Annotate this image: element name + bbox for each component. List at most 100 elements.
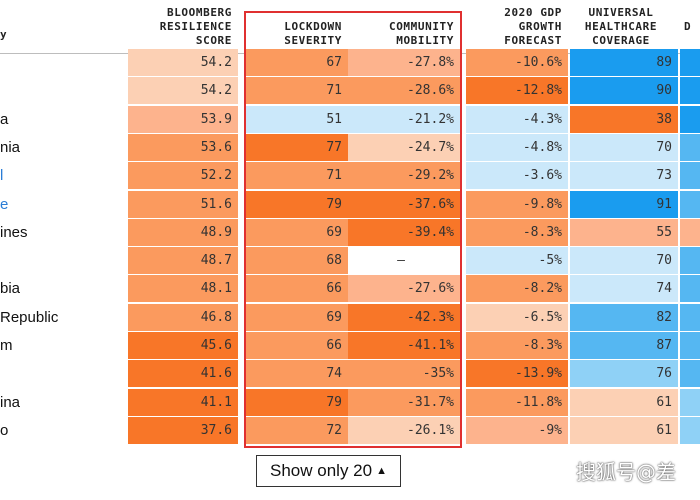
country-name: nia	[0, 138, 21, 156]
community-mobility-cell: —	[348, 247, 460, 275]
healthcare-coverage-cell: 76	[570, 360, 678, 388]
partial-column-header[interactable]: D	[684, 20, 700, 72]
healthcare-coverage-cell: 70	[570, 247, 678, 275]
partial-column-cell	[680, 388, 700, 416]
gdp-forecast-header[interactable]: 2020 GDP GROWTH FORECAST	[466, 6, 562, 58]
row-separator	[0, 160, 700, 162]
resilience-score-cell: 48.7	[128, 247, 238, 275]
community-mobility-header[interactable]: COMMUNITY MOBILITY	[348, 20, 454, 72]
lockdown-severity-cell: 71	[246, 77, 348, 105]
header-line: COMMUNITY	[388, 20, 454, 33]
header-line: D	[684, 20, 692, 33]
table-row: a 53.9 51 -21.2% -4.3% 38	[0, 105, 700, 134]
show-only-20-label: Show only 20	[270, 461, 373, 480]
gdp-forecast-cell: -13.9%	[466, 360, 568, 388]
table-row: 54.2 67 -27.8% -10.6% 89	[0, 49, 700, 77]
partial-column-cell	[680, 49, 700, 76]
header-line: 2020 GDP	[504, 6, 562, 19]
gdp-forecast-cell: -4.8%	[466, 133, 568, 161]
resilience-score-cell: 48.1	[128, 275, 238, 303]
table-row: 41.6 74 -35% -13.9% 76	[0, 360, 700, 389]
resilience-score-header[interactable]: BLOOMBERG RESILIENCE SCORE	[128, 6, 232, 58]
healthcare-coverage-cell: 82	[570, 303, 678, 331]
healthcare-coverage-cell: 87	[570, 332, 678, 359]
lockdown-severity-cell: 74	[246, 360, 348, 388]
country-name	[0, 49, 124, 77]
header-line: SEVERITY	[284, 34, 342, 47]
resilience-score-cell: 46.8	[128, 303, 238, 331]
healthcare-coverage-cell: 61	[570, 416, 678, 444]
row-separator	[0, 302, 700, 304]
gdp-forecast-cell: -4.3%	[466, 105, 568, 133]
healthcare-coverage-cell: 61	[570, 388, 678, 416]
country-name: Republic	[0, 308, 59, 326]
partial-column-cell	[680, 190, 700, 218]
resilience-score-cell: 51.6	[128, 190, 238, 218]
table-row: e 51.6 79 -37.6% -9.8% 91	[0, 190, 700, 219]
community-mobility-cell: -24.7%	[348, 133, 460, 161]
partial-column-cell	[680, 105, 700, 133]
country-header: y	[0, 0, 7, 52]
resilience-score-cell: 41.1	[128, 388, 238, 416]
lockdown-severity-header[interactable]: LOCKDOWN SEVERITY	[246, 20, 342, 72]
partial-column-cell	[680, 275, 700, 303]
table-row: nia 53.6 77 -24.7% -4.8% 70	[0, 133, 700, 162]
resilience-score-cell: 48.9	[128, 218, 238, 246]
lockdown-severity-cell: 71	[246, 162, 348, 190]
country-name: bia	[0, 280, 21, 298]
resilience-score-cell: 37.6	[128, 416, 238, 444]
row-separator	[0, 330, 700, 332]
header-line: SCORE	[195, 34, 232, 47]
table-row: l 52.2 71 -29.2% -3.6% 73	[0, 162, 700, 191]
gdp-forecast-cell: -10.6%	[466, 49, 568, 76]
gdp-forecast-cell: -9.8%	[466, 190, 568, 218]
country-name: ines	[0, 223, 28, 241]
country-name	[0, 247, 124, 275]
healthcare-coverage-cell: 70	[570, 133, 678, 161]
gdp-forecast-cell: -8.3%	[466, 218, 568, 246]
table-row: Republic 46.8 69 -42.3% -6.5% 82	[0, 303, 700, 332]
partial-column-cell	[680, 133, 700, 161]
lockdown-severity-cell: 68	[246, 247, 348, 275]
community-mobility-cell: -39.4%	[348, 218, 460, 246]
gdp-forecast-cell: -3.6%	[466, 162, 568, 190]
partial-column-cell	[680, 77, 700, 105]
country-link[interactable]: l	[0, 167, 4, 185]
header-line: RESILIENCE	[159, 20, 232, 33]
healthcare-coverage-cell: 91	[570, 190, 678, 218]
table-row: bia 48.1 66 -27.6% -8.2% 74	[0, 275, 700, 304]
row-separator	[0, 76, 700, 77]
lockdown-severity-cell: 79	[246, 190, 348, 218]
row-separator	[0, 443, 700, 445]
gdp-forecast-cell: -9%	[466, 416, 568, 444]
lockdown-severity-cell: 72	[246, 416, 348, 444]
header-line: LOCKDOWN	[284, 20, 342, 33]
header-line: HEALTHCARE	[584, 20, 658, 33]
partial-column-cell	[680, 360, 700, 388]
healthcare-coverage-cell: 74	[570, 275, 678, 303]
community-mobility-cell: -28.6%	[348, 77, 460, 105]
row-separator	[0, 245, 700, 247]
resilience-score-cell: 54.2	[128, 49, 238, 76]
show-only-20-button[interactable]: Show only 20 ▲	[256, 455, 401, 487]
country-name	[0, 77, 124, 105]
header-line: UNIVERSAL	[588, 6, 654, 19]
community-mobility-cell: -29.2%	[348, 162, 460, 190]
community-mobility-cell: -41.1%	[348, 332, 460, 359]
lockdown-severity-cell: 69	[246, 218, 348, 246]
table-row: 48.7 68— -5% 70	[0, 247, 700, 276]
partial-column-cell	[680, 303, 700, 331]
country-link[interactable]: e	[0, 195, 9, 213]
healthcare-coverage-header[interactable]: UNIVERSAL HEALTHCARE COVERAGE	[570, 6, 672, 58]
table-row: 54.2 71 -28.6% -12.8% 90	[0, 77, 700, 106]
gdp-forecast-cell: -11.8%	[466, 388, 568, 416]
gdp-forecast-cell: -5%	[466, 247, 568, 275]
healthcare-coverage-cell: 73	[570, 162, 678, 190]
country-name: ina	[0, 393, 21, 411]
community-mobility-cell: -37.6%	[348, 190, 460, 218]
lockdown-severity-cell: 77	[246, 133, 348, 161]
row-separator	[0, 274, 700, 276]
lockdown-severity-cell: 79	[246, 388, 348, 416]
resilience-score-cell: 45.6	[128, 332, 238, 359]
community-mobility-cell: -21.2%	[348, 105, 460, 133]
